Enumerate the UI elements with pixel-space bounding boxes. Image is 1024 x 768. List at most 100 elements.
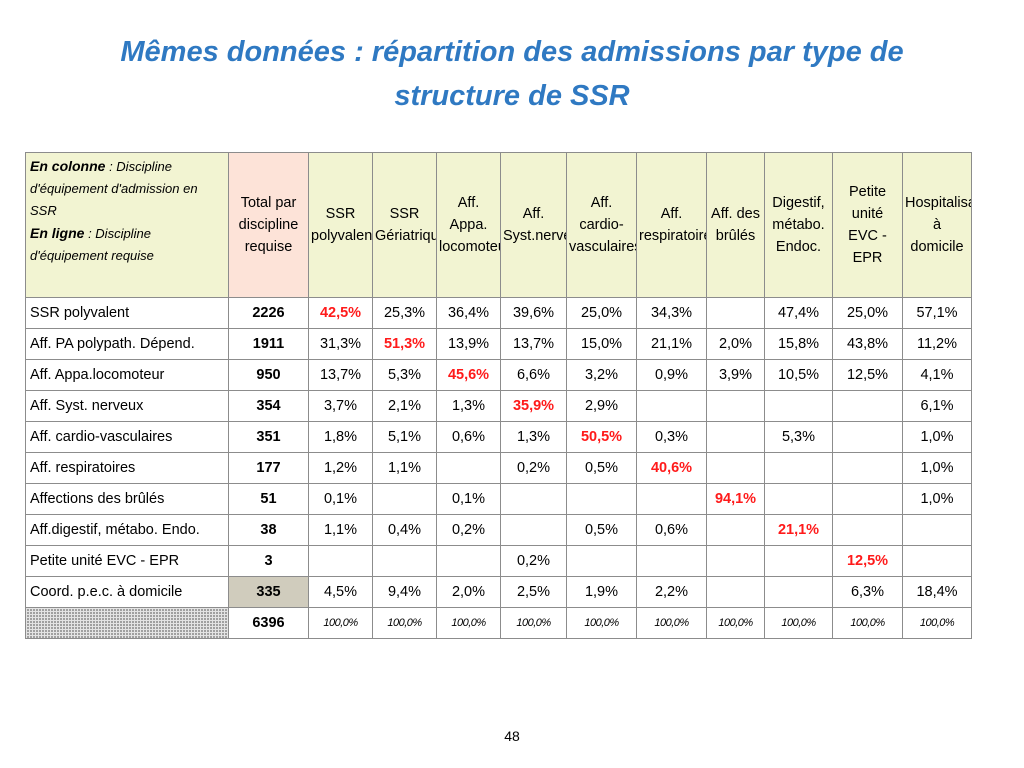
sum-row: 6396 100,0% 100,0% 100,0% 100,0% 100,0% 100,0%… — [25, 607, 972, 639]
table-cell: 9,4% — [372, 576, 437, 608]
corner-row-label: En ligne — [30, 225, 85, 241]
sum-cell: 100,0% — [832, 607, 903, 639]
row-label: Aff. cardio-vasculaires — [25, 421, 229, 453]
table-cell: 42,5% — [308, 297, 373, 329]
table-cell: 34,3% — [636, 297, 707, 329]
table-cell: 0,6% — [636, 514, 707, 546]
table-row: Aff. Appa.locomoteur 950 13,7% 5,3% 45,6% 6,6… — [25, 359, 972, 391]
table-cell: 1,0% — [902, 483, 972, 515]
table-cell: 25,3% — [372, 297, 437, 329]
row-total: 335 — [228, 576, 309, 608]
column-header-total: Total par discipline requise — [228, 152, 309, 298]
sum-cell: 100,0% — [500, 607, 567, 639]
table-row: Aff.digestif, métabo. Endo. 38 1,1% 0,4% 0,2… — [25, 514, 972, 546]
row-label: Affections des brûlés — [25, 483, 229, 515]
table-cell: 2,9% — [566, 390, 637, 422]
corner-legend: En colonne : Discipline d'équipement d'a… — [25, 152, 229, 298]
table-cell: 11,2% — [902, 328, 972, 360]
table-cell — [500, 483, 567, 515]
table-row: Affections des brûlés 51 0,1% 0,1% 94,1% 1,0% — [25, 483, 972, 515]
table-cell: 12,5% — [832, 359, 903, 391]
table-cell — [764, 483, 833, 515]
table-cell — [832, 421, 903, 453]
table-cell — [764, 390, 833, 422]
sum-cell: 100,0% — [372, 607, 437, 639]
column-header-petite-unite: Petite unité EVC - EPR — [832, 152, 903, 298]
corner-row-text: : Discipline d'équipement requise — [30, 226, 154, 263]
column-header-aff-respiratoires: Aff. respiratoires — [636, 152, 707, 298]
table-cell: 45,6% — [436, 359, 501, 391]
table-cell: 13,7% — [308, 359, 373, 391]
table-cell — [832, 390, 903, 422]
table-cell: 40,6% — [636, 452, 707, 484]
table-cell — [372, 483, 437, 515]
table-cell: 31,3% — [308, 328, 373, 360]
column-header-digestif: Digestif, métabo. Endoc. — [764, 152, 833, 298]
table-cell: 57,1% — [902, 297, 972, 329]
table-cell — [832, 514, 903, 546]
table-cell — [832, 483, 903, 515]
table-cell — [706, 576, 765, 608]
table-cell — [636, 545, 707, 577]
column-header-aff-cardio-vasculaires: Aff. cardio-vasculaires — [566, 152, 637, 298]
table-cell — [706, 390, 765, 422]
table-row: Coord. p.e.c. à domicile 335 4,5% 9,4% 2,0% 2… — [25, 576, 972, 608]
row-total: 351 — [228, 421, 309, 453]
table-cell: 12,5% — [832, 545, 903, 577]
grand-total: 6396 — [228, 607, 309, 639]
page-title: Mêmes données : répartition des admissio… — [40, 30, 984, 118]
table-cell: 1,3% — [436, 390, 501, 422]
column-header-hospitalisation-domicile: Hospitalisation à domicile — [902, 152, 972, 298]
row-total: 38 — [228, 514, 309, 546]
table-row: Aff. respiratoires 177 1,2% 1,1% 0,2% 0,5% 40,… — [25, 452, 972, 484]
admissions-table-container: En colonne : Discipline d'équipement d'a… — [25, 152, 972, 639]
table-cell: 25,0% — [566, 297, 637, 329]
table-row: Aff. cardio-vasculaires 351 1,8% 5,1% 0,6% 1,… — [25, 421, 972, 453]
table-cell: 21,1% — [636, 328, 707, 360]
table-cell — [902, 545, 972, 577]
table-cell — [636, 483, 707, 515]
table-cell: 36,4% — [436, 297, 501, 329]
table-cell: 10,5% — [764, 359, 833, 391]
table-cell: 43,8% — [832, 328, 903, 360]
table-cell: 18,4% — [902, 576, 972, 608]
table-cell — [500, 514, 567, 546]
table-cell: 5,3% — [372, 359, 437, 391]
table-cell — [764, 576, 833, 608]
row-total: 2226 — [228, 297, 309, 329]
row-total: 3 — [228, 545, 309, 577]
header-row: En colonne : Discipline d'équipement d'a… — [25, 152, 972, 298]
table-cell — [832, 452, 903, 484]
table-cell — [566, 483, 637, 515]
table-cell — [764, 452, 833, 484]
table-cell: 13,7% — [500, 328, 567, 360]
row-total: 950 — [228, 359, 309, 391]
row-total: 177 — [228, 452, 309, 484]
sum-cell: 100,0% — [706, 607, 765, 639]
row-label: Aff.digestif, métabo. Endo. — [25, 514, 229, 546]
table-cell — [706, 514, 765, 546]
table-cell: 0,2% — [500, 545, 567, 577]
table-cell: 1,8% — [308, 421, 373, 453]
table-cell: 4,5% — [308, 576, 373, 608]
row-label: Aff. Syst. nerveux — [25, 390, 229, 422]
table-cell: 1,9% — [566, 576, 637, 608]
sum-cell: 100,0% — [308, 607, 373, 639]
table-cell: 0,1% — [308, 483, 373, 515]
column-header-ssr-geriatriques: SSR Gériatriques — [372, 152, 437, 298]
table-cell: 4,1% — [902, 359, 972, 391]
table-cell: 2,0% — [706, 328, 765, 360]
table-cell: 0,5% — [566, 452, 637, 484]
row-label: Petite unité EVC - EPR — [25, 545, 229, 577]
table-cell: 6,6% — [500, 359, 567, 391]
table-cell: 2,1% — [372, 390, 437, 422]
table-cell: 0,2% — [436, 514, 501, 546]
corner-col-label: En colonne — [30, 158, 106, 174]
table-cell: 2,5% — [500, 576, 567, 608]
table-cell — [308, 545, 373, 577]
table-cell: 1,1% — [308, 514, 373, 546]
table-cell: 0,6% — [436, 421, 501, 453]
table-cell: 3,2% — [566, 359, 637, 391]
row-label: SSR polyvalent — [25, 297, 229, 329]
table-cell: 0,9% — [636, 359, 707, 391]
